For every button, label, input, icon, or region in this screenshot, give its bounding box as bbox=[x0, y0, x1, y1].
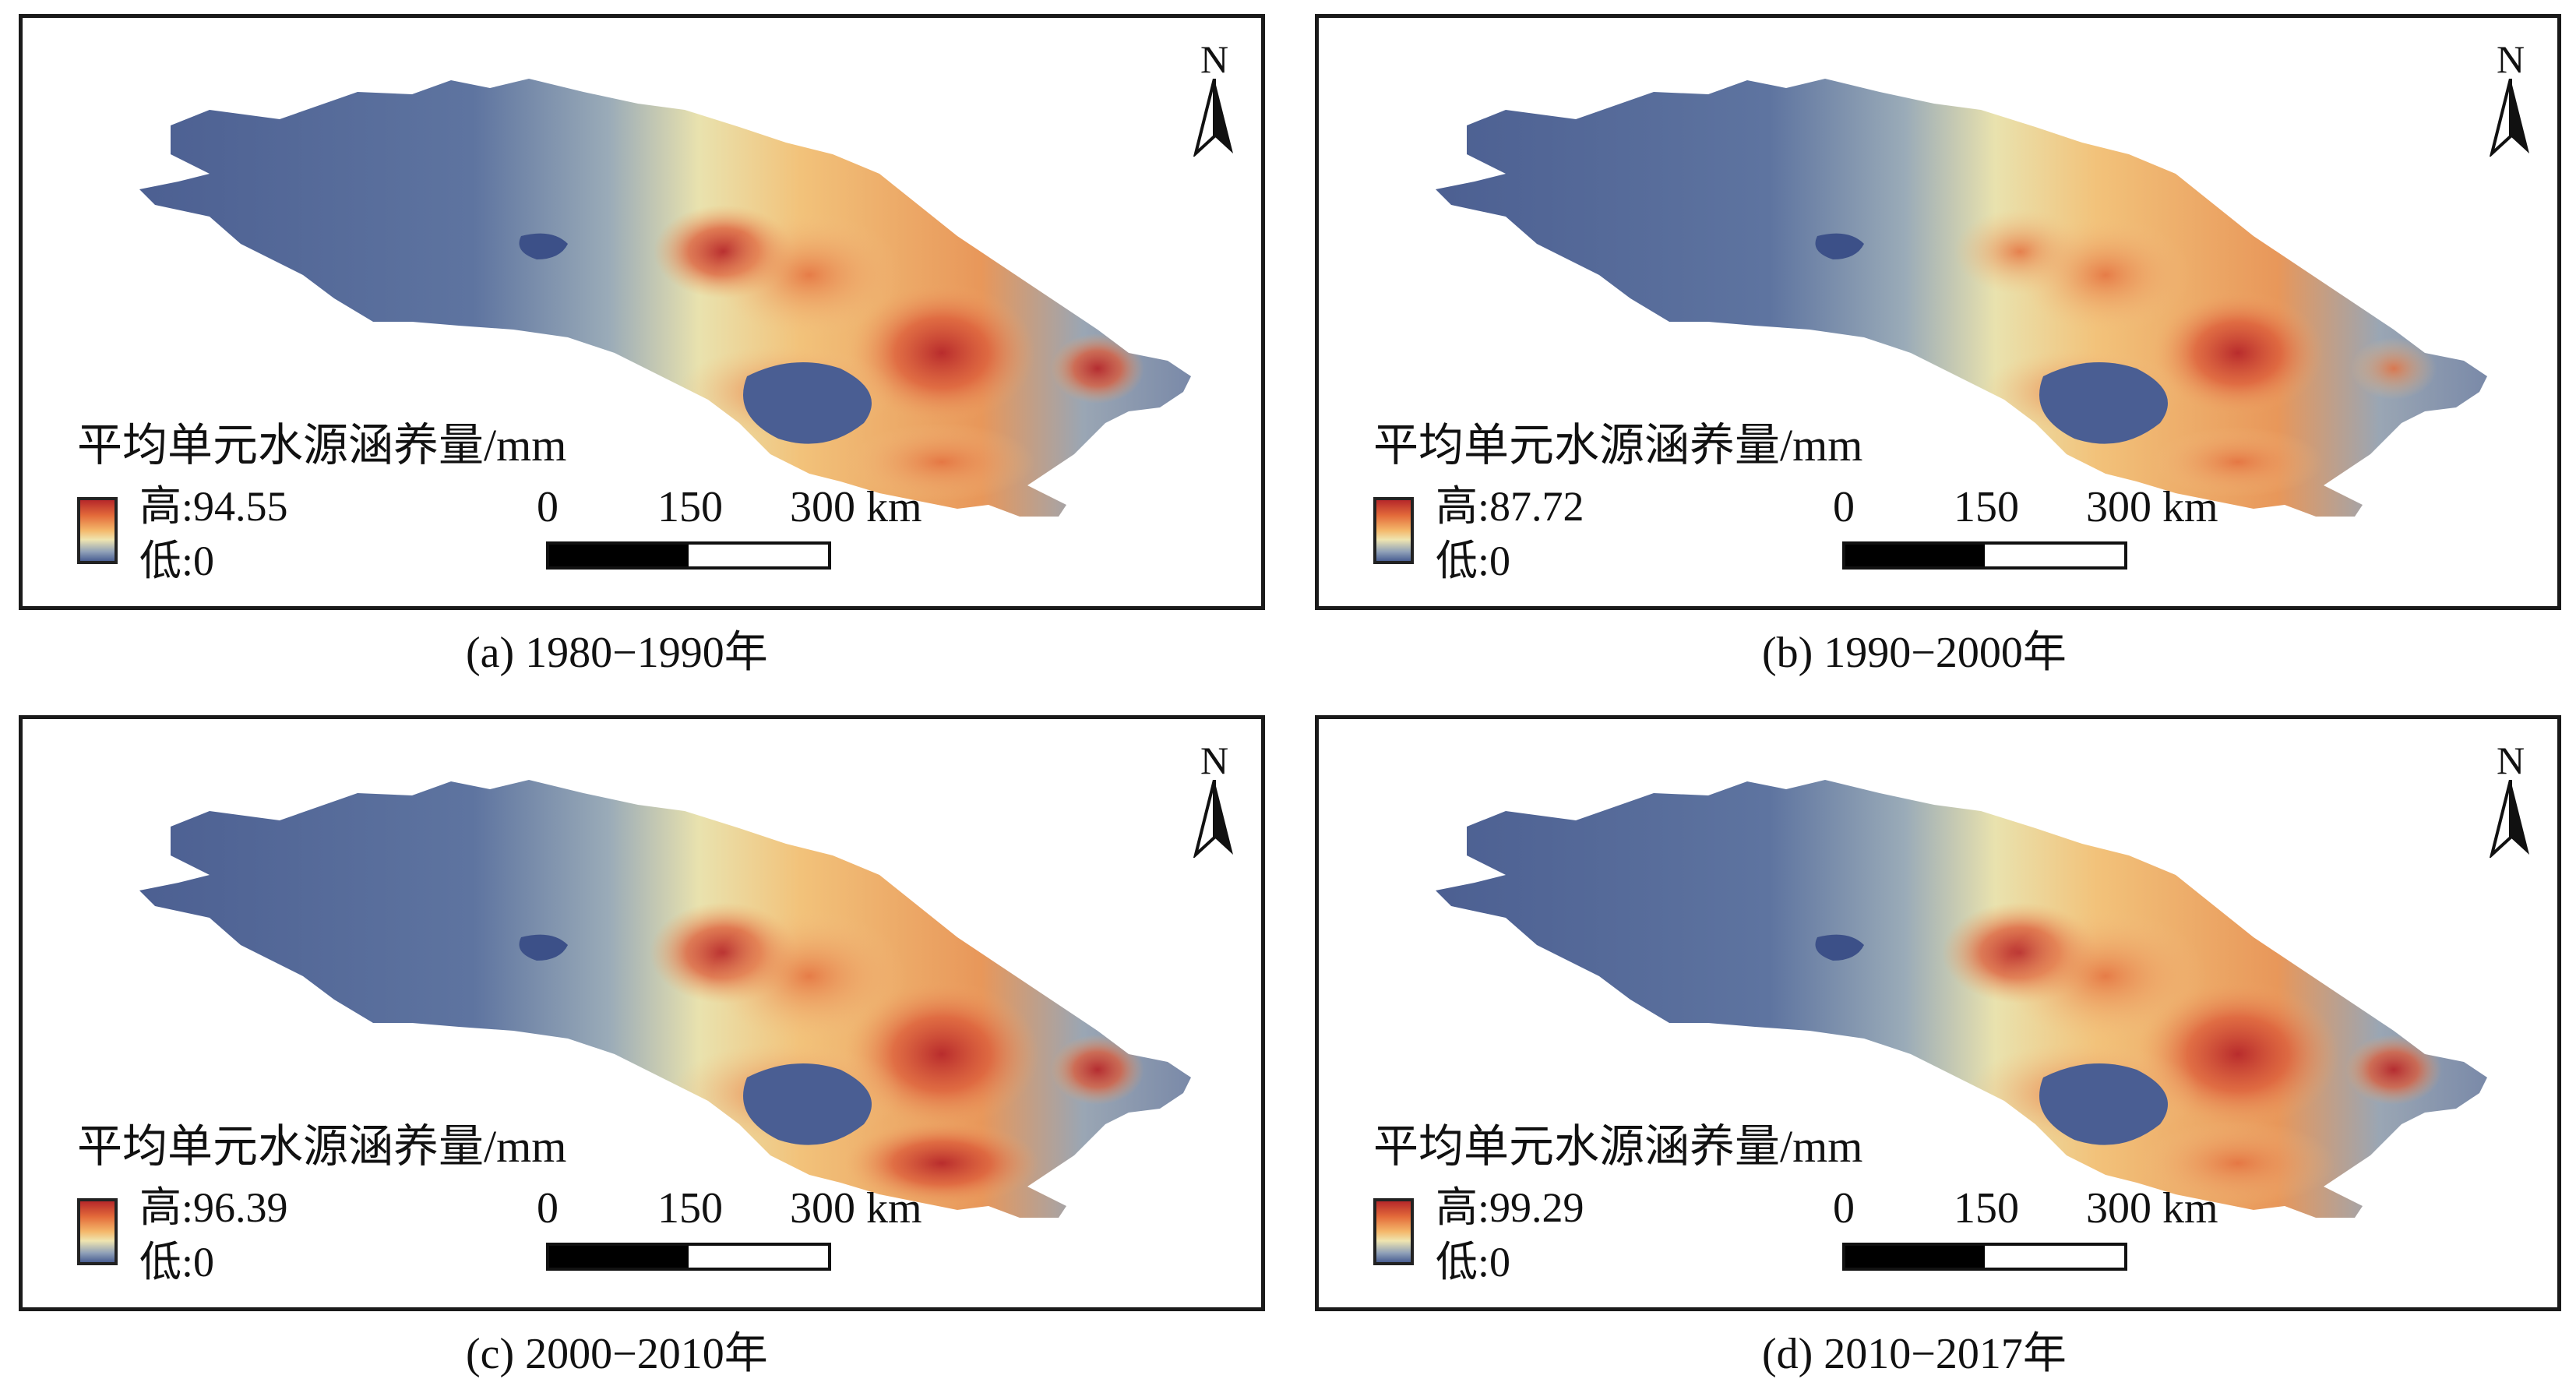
caption-d: (d) 2010−2017年 bbox=[1762, 1330, 2067, 1378]
region-map bbox=[139, 780, 1191, 1218]
map-panel-b: N 平均单元水源涵养量/mm 高:87.72 低:0 0 150 300 km bbox=[1315, 14, 2561, 610]
north-arrow: N bbox=[2487, 40, 2534, 160]
north-arrow-icon bbox=[2489, 78, 2529, 158]
map-panel-d: N 平均单元水源涵养量/mm 高:99.29 低:0 0 150 300 km bbox=[1315, 715, 2561, 1311]
legend-title: 平均单元水源涵养量/mm bbox=[1373, 420, 1863, 471]
scale-label-0: 0 bbox=[1833, 1184, 1855, 1233]
color-ramp bbox=[77, 497, 118, 564]
scale-bar bbox=[546, 1243, 831, 1271]
scale-label-0: 0 bbox=[1833, 483, 1855, 531]
legend-title: 平均单元水源涵养量/mm bbox=[77, 1121, 567, 1172]
north-arrow-icon bbox=[1193, 779, 1233, 859]
legend-high-label: 高:96.39 bbox=[139, 1184, 288, 1231]
scale-label-150: 150 bbox=[1954, 483, 2019, 531]
region-map bbox=[139, 79, 1191, 517]
scale-bar bbox=[1842, 1243, 2127, 1271]
north-label: N bbox=[2496, 739, 2525, 782]
caption-c: (c) 2000−2010年 bbox=[466, 1330, 768, 1378]
north-arrow: N bbox=[2487, 741, 2534, 862]
caption-b: (b) 1990−2000年 bbox=[1762, 629, 2067, 677]
legend-low-label: 低:0 bbox=[139, 538, 215, 584]
legend-low-label: 低:0 bbox=[1436, 1239, 1511, 1285]
scale-label-300: 300 km bbox=[2086, 483, 2218, 531]
color-ramp bbox=[1373, 497, 1414, 564]
map-panel-c: N 平均单元水源涵养量/mm 高:96.39 低:0 0 150 300 km bbox=[19, 715, 1265, 1311]
scale-bar bbox=[546, 541, 831, 570]
region-map bbox=[1436, 79, 2487, 517]
legend-low-label: 低:0 bbox=[1436, 538, 1511, 584]
legend-title: 平均单元水源涵养量/mm bbox=[77, 420, 567, 471]
scale-label-150: 150 bbox=[657, 483, 723, 531]
legend-high-label: 高:99.29 bbox=[1436, 1184, 1584, 1231]
caption-a: (a) 1980−1990年 bbox=[466, 629, 768, 677]
legend-title: 平均单元水源涵养量/mm bbox=[1373, 1121, 1863, 1172]
north-label: N bbox=[1200, 739, 1229, 782]
legend-low-label: 低:0 bbox=[139, 1239, 215, 1285]
legend-high-label: 高:87.72 bbox=[1436, 483, 1584, 530]
north-arrow-icon bbox=[2489, 779, 2529, 859]
scale-label-0: 0 bbox=[537, 1184, 559, 1233]
map-panel-a: N 平均单元水源涵养量/mm 高:94.55 低:0 0 150 300 km bbox=[19, 14, 1265, 610]
scale-label-300: 300 km bbox=[790, 1184, 922, 1233]
legend-high-label: 高:94.55 bbox=[139, 483, 288, 530]
region-map bbox=[1436, 780, 2487, 1218]
scale-label-150: 150 bbox=[657, 1184, 723, 1233]
scale-bar bbox=[1842, 541, 2127, 570]
scale-label-150: 150 bbox=[1954, 1184, 2019, 1233]
north-arrow: N bbox=[1191, 40, 1238, 160]
north-arrow: N bbox=[1191, 741, 1238, 862]
north-label: N bbox=[1200, 37, 1229, 81]
north-arrow-icon bbox=[1193, 78, 1233, 158]
scale-label-300: 300 km bbox=[790, 483, 922, 531]
north-label: N bbox=[2496, 37, 2525, 81]
scale-label-300: 300 km bbox=[2086, 1184, 2218, 1233]
color-ramp bbox=[77, 1198, 118, 1265]
scale-label-0: 0 bbox=[537, 483, 559, 531]
color-ramp bbox=[1373, 1198, 1414, 1265]
